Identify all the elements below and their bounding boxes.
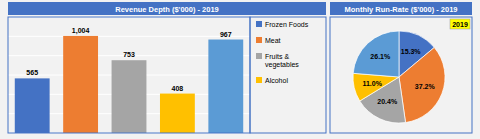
legend-label: Alcohol: [265, 77, 288, 84]
legend-swatch: [256, 77, 262, 83]
bar: [63, 36, 98, 133]
legend-label: Meat: [265, 37, 281, 44]
legend-item: Alcohol: [256, 77, 288, 84]
data-label: 26.1%: [370, 53, 391, 60]
data-label: 565: [26, 69, 38, 76]
legend-label: Frozen Foods: [265, 21, 309, 28]
pie-slice: [353, 31, 399, 77]
title: Monthly Run-Rate ($'000) - 2019: [344, 5, 457, 14]
legend-frame: [250, 17, 326, 133]
data-label: 15.3%: [401, 48, 422, 55]
legend-label-line: Alcohol: [265, 77, 288, 84]
legend-label-line: vegetables: [265, 61, 299, 69]
legend-swatch: [256, 53, 262, 59]
data-label: 967: [220, 31, 232, 38]
legend-label-line: Meat: [265, 37, 281, 44]
bar: [160, 94, 195, 133]
annotation-box: [450, 19, 470, 29]
data-label: 408: [172, 85, 184, 92]
background: [0, 0, 480, 139]
legend-item: Meat: [256, 37, 281, 44]
data-label: 11.0%: [362, 80, 382, 87]
title: Revenue Depth ($'000) - 2019: [115, 5, 219, 14]
legend-label-line: Frozen Foods: [265, 21, 309, 28]
bar: [15, 78, 50, 133]
data-label: 20.4%: [377, 98, 398, 105]
data-label: 1,004: [72, 27, 90, 35]
title-background: [8, 2, 326, 15]
legend-item: Fruits &vegetables: [256, 53, 299, 69]
legend-label-line: Fruits &: [265, 53, 289, 60]
chart-root: Revenue Depth ($'000) - 2019 565 1,004 753 4…: [0, 0, 480, 139]
annotation: 2019: [452, 21, 468, 28]
plot-frame: [8, 17, 250, 133]
data-label: 753: [123, 51, 135, 58]
legend-swatch: [256, 21, 262, 27]
bar: [112, 60, 147, 133]
bar: [208, 40, 243, 133]
legend-label: Fruits &vegetables: [265, 53, 299, 69]
legend-swatch: [256, 37, 262, 43]
bars: [15, 36, 243, 133]
data-label: 37.2%: [415, 83, 436, 90]
legend-item: Frozen Foods: [256, 21, 309, 28]
title-background: [330, 2, 472, 15]
pie-slice: [353, 73, 399, 101]
plot-frame: [330, 17, 472, 133]
grid-line: [8, 36, 250, 37]
pie-slice: [399, 47, 445, 122]
